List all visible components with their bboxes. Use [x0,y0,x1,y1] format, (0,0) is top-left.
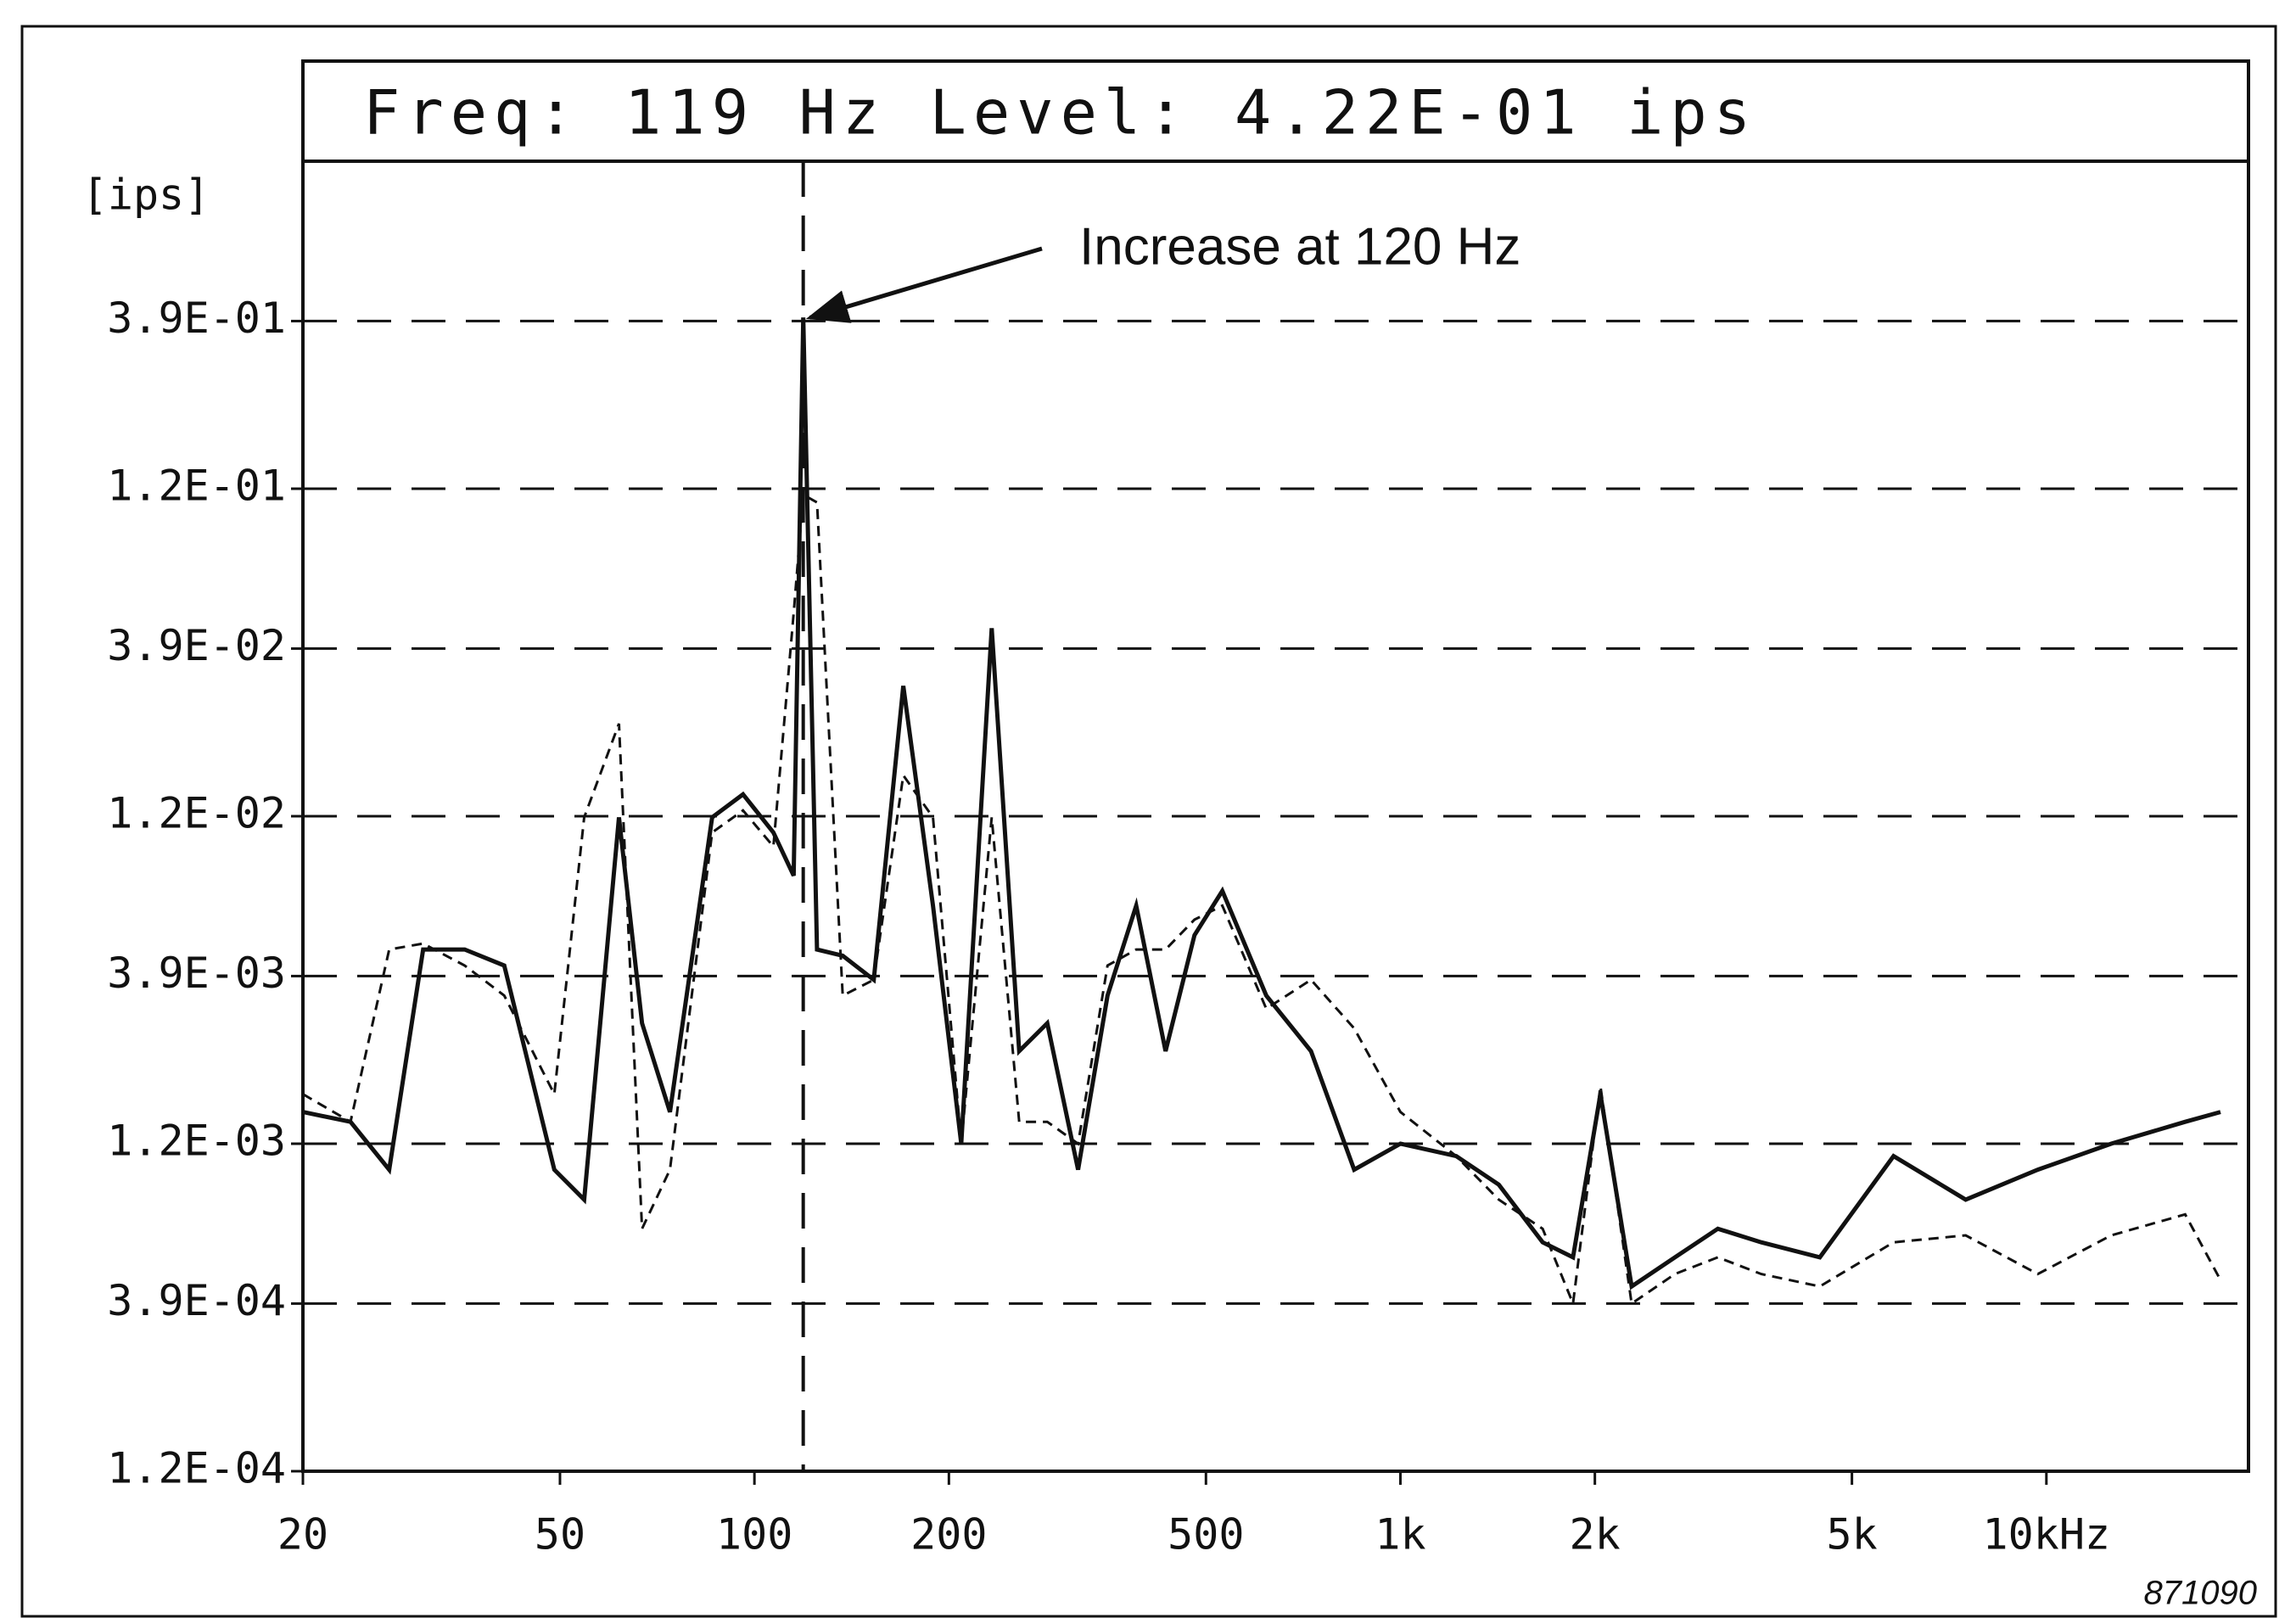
y-tick-label: 3.9E-01 [107,294,286,343]
series-line [302,492,2222,1309]
y-tick-label: 1.2E-02 [107,789,286,838]
series-line [302,317,2221,1290]
annotation-text: Increase at 120 Hz [1079,217,1520,276]
x-tick-label: 2k [1570,1510,1621,1559]
y-tick-label: 3.9E-02 [107,621,286,670]
x-tick-label: 1k [1375,1510,1425,1559]
x-tick-label: 20 [277,1510,328,1559]
annotation-arrow [805,246,1043,323]
x-tick-label: 500 [1168,1510,1244,1559]
chart-title: Freq: 119 Hz Level: 4.22E-01 ips [363,77,1757,148]
footnote: 871090 [2144,1575,2257,1612]
y-tick-label: 1.2E-03 [107,1117,286,1166]
x-tick-label: 50 [535,1510,585,1559]
outer-frame [20,25,2277,1618]
y-tick-label: 1.2E-04 [107,1444,286,1493]
y-axis-label: [ips] [82,171,210,220]
x-tick-label: 100 [716,1510,792,1559]
x-tick-label: 5k [1827,1510,1878,1559]
x-tick-label: 10kHz [1983,1510,2111,1559]
x-tick-label: 200 [910,1510,987,1559]
y-tick-label: 1.2E-01 [107,462,286,511]
y-tick-label: 3.9E-03 [107,949,286,998]
plot-frame [301,59,2250,1473]
y-tick-label: 3.9E-04 [107,1276,286,1325]
